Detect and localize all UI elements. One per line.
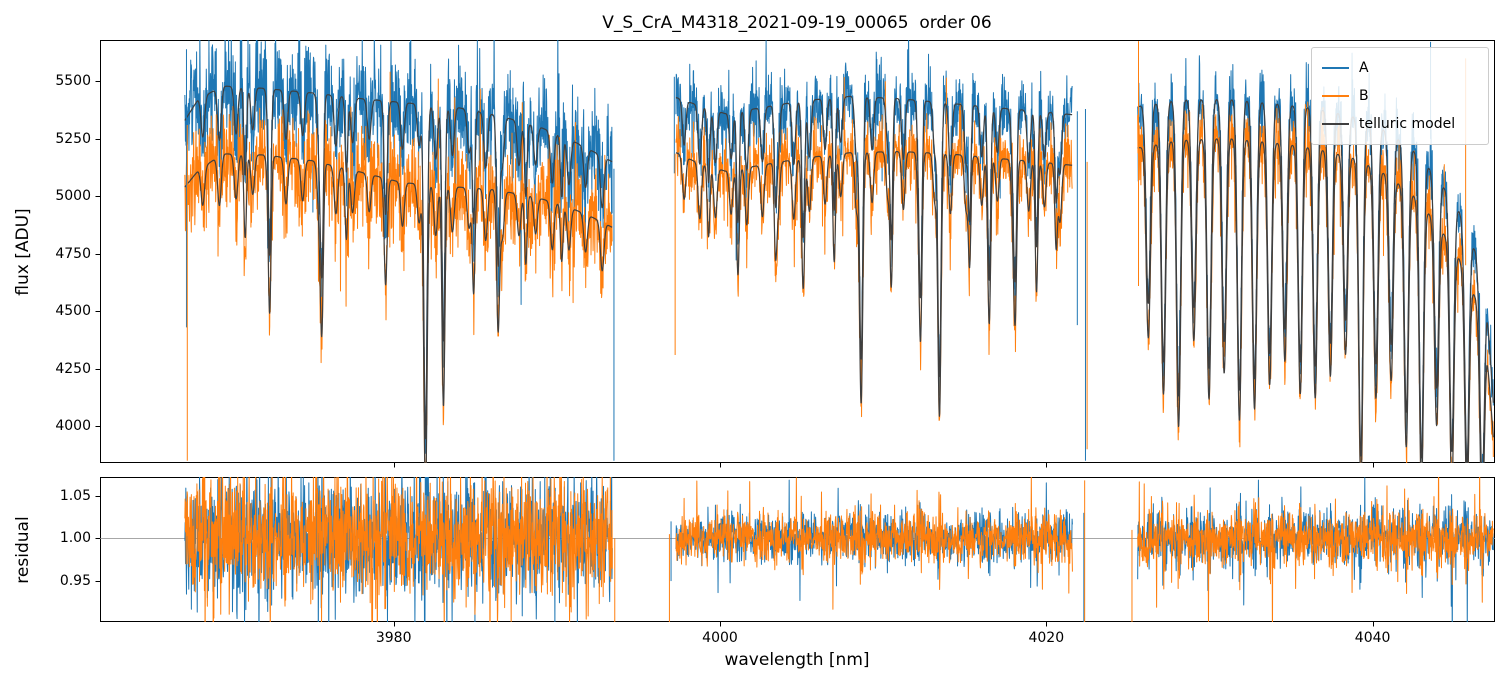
plot-title: V_S_CrA_M4318_2021-09-19_00065 order 06	[602, 13, 992, 33]
legend-line-b	[1322, 95, 1349, 97]
legend: A B telluric model	[1311, 47, 1489, 145]
legend-label-telluric: telluric model	[1359, 116, 1456, 132]
y-axis-label-flux: flux [ADU]	[13, 208, 33, 296]
legend-entry-telluric: telluric model	[1322, 110, 1478, 138]
legend-entry-b: B	[1322, 82, 1478, 110]
legend-entry-a: A	[1322, 54, 1478, 82]
y-axis-label-residual: residual	[13, 516, 33, 584]
legend-line-telluric	[1322, 123, 1349, 125]
legend-line-a	[1322, 67, 1349, 69]
legend-label-b: B	[1359, 88, 1369, 104]
x-axis-label: wavelength [nm]	[724, 650, 870, 670]
legend-label-a: A	[1359, 60, 1369, 76]
